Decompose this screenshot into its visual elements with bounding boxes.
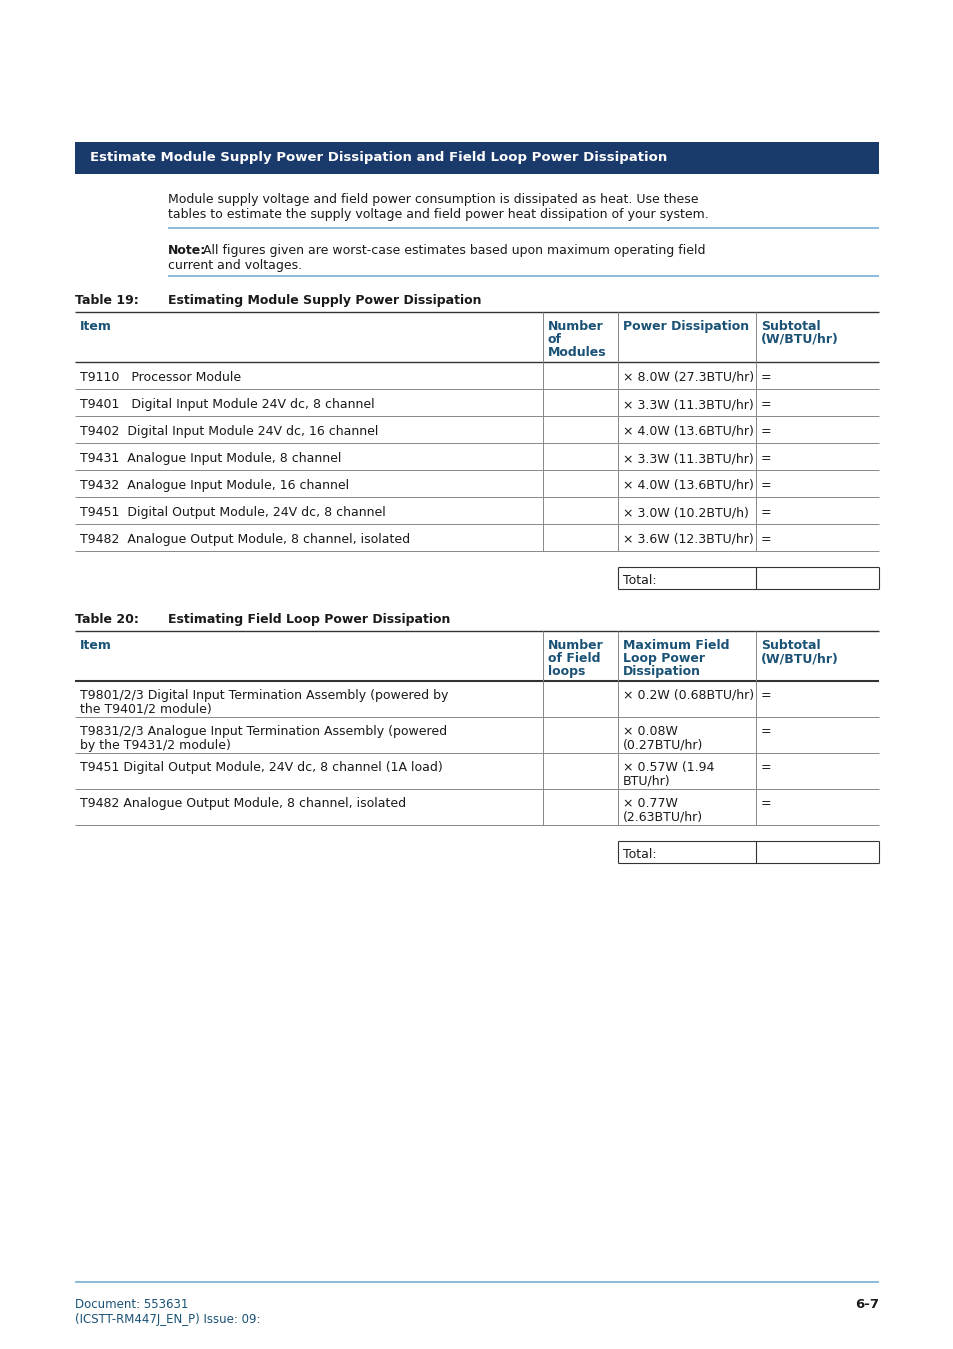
Text: × 0.57W (1.94: × 0.57W (1.94 [622,761,714,774]
Text: T9831/2/3 Analogue Input Termination Assembly (powered: T9831/2/3 Analogue Input Termination Ass… [80,724,447,738]
Text: =: = [760,398,771,411]
Text: =: = [760,425,771,438]
Text: Number: Number [547,639,603,652]
Text: T9801/2/3 Digital Input Termination Assembly (powered by: T9801/2/3 Digital Input Termination Asse… [80,689,448,701]
Text: Subtotal: Subtotal [760,639,820,652]
Text: T9482 Analogue Output Module, 8 channel, isolated: T9482 Analogue Output Module, 8 channel,… [80,797,406,809]
Text: All figures given are worst-case estimates based upon maximum operating field: All figures given are worst-case estimat… [199,244,705,258]
Text: × 3.3W (11.3BTU/hr): × 3.3W (11.3BTU/hr) [622,398,753,411]
Text: Module supply voltage and field power consumption is dissipated as heat. Use the: Module supply voltage and field power co… [168,193,698,206]
Text: Table 19:: Table 19: [75,294,138,308]
Text: (2.63BTU/hr): (2.63BTU/hr) [622,811,702,824]
Text: × 3.0W (10.2BTU/h): × 3.0W (10.2BTU/h) [622,506,748,519]
Text: Subtotal: Subtotal [760,320,820,333]
Text: loops: loops [547,665,585,679]
Text: Loop Power: Loop Power [622,652,704,665]
Text: =: = [760,452,771,465]
Text: =: = [760,797,771,809]
Text: by the T9431/2 module): by the T9431/2 module) [80,739,231,751]
Text: Item: Item [80,320,112,333]
Text: =: = [760,371,771,384]
Text: T9482  Analogue Output Module, 8 channel, isolated: T9482 Analogue Output Module, 8 channel,… [80,533,410,546]
Text: of: of [547,333,561,345]
Text: Estimating Field Loop Power Dissipation: Estimating Field Loop Power Dissipation [168,612,450,626]
Text: T9431  Analogue Input Module, 8 channel: T9431 Analogue Input Module, 8 channel [80,452,341,465]
Text: T9110   Processor Module: T9110 Processor Module [80,371,241,384]
Text: the T9401/2 module): the T9401/2 module) [80,703,212,716]
Text: Modules: Modules [547,345,606,359]
Text: T9432  Analogue Input Module, 16 channel: T9432 Analogue Input Module, 16 channel [80,479,349,492]
Text: tables to estimate the supply voltage and field power heat dissipation of your s: tables to estimate the supply voltage an… [168,208,708,221]
Text: Item: Item [80,639,112,652]
Bar [75,142,878,174]
Text: T9451  Digital Output Module, 24V dc, 8 channel: T9451 Digital Output Module, 24V dc, 8 c… [80,506,385,519]
Text: (ICSTT-RM447J_EN_P) Issue: 09:: (ICSTT-RM447J_EN_P) Issue: 09: [75,1313,260,1326]
Text: =: = [760,506,771,519]
Text: × 3.6W (12.3BTU/hr): × 3.6W (12.3BTU/hr) [622,533,753,546]
Text: current and voltages.: current and voltages. [168,259,302,272]
Text: =: = [760,761,771,774]
Text: Dissipation: Dissipation [622,665,700,679]
Text: × 4.0W (13.6BTU/hr): × 4.0W (13.6BTU/hr) [622,479,753,492]
Text: =: = [760,533,771,546]
Text: =: = [760,689,771,701]
Text: Power Dissipation: Power Dissipation [622,320,748,333]
Text: Table 20:: Table 20: [75,612,139,626]
Text: 6-7: 6-7 [854,1298,878,1311]
Text: =: = [760,724,771,738]
Text: Estimate Module Supply Power Dissipation and Field Loop Power Dissipation: Estimate Module Supply Power Dissipation… [90,151,666,165]
Text: =: = [760,479,771,492]
Text: Estimating Module Supply Power Dissipation: Estimating Module Supply Power Dissipati… [168,294,481,308]
Text: (0.27BTU/hr): (0.27BTU/hr) [622,739,702,751]
Text: Total:: Total: [622,575,656,587]
Text: T9401   Digital Input Module 24V dc, 8 channel: T9401 Digital Input Module 24V dc, 8 cha… [80,398,375,411]
Text: × 8.0W (27.3BTU/hr): × 8.0W (27.3BTU/hr) [622,371,753,384]
Text: × 3.3W (11.3BTU/hr): × 3.3W (11.3BTU/hr) [622,452,753,465]
Text: Document: 553631: Document: 553631 [75,1298,188,1311]
Text: T9451 Digital Output Module, 24V dc, 8 channel (1A load): T9451 Digital Output Module, 24V dc, 8 c… [80,761,442,774]
Text: Total:: Total: [622,849,656,861]
Text: BTU/hr): BTU/hr) [622,774,670,788]
Text: of Field: of Field [547,652,599,665]
Text: × 0.77W: × 0.77W [622,797,678,809]
Text: Maximum Field: Maximum Field [622,639,729,652]
Text: × 0.08W: × 0.08W [622,724,678,738]
Text: (W/BTU/hr): (W/BTU/hr) [760,333,838,345]
Text: Note:: Note: [168,244,206,258]
Text: Number: Number [547,320,603,333]
Text: T9402  Digital Input Module 24V dc, 16 channel: T9402 Digital Input Module 24V dc, 16 ch… [80,425,378,438]
Text: × 0.2W (0.68BTU/hr): × 0.2W (0.68BTU/hr) [622,689,753,701]
Text: (W/BTU/hr): (W/BTU/hr) [760,652,838,665]
Text: × 4.0W (13.6BTU/hr): × 4.0W (13.6BTU/hr) [622,425,753,438]
